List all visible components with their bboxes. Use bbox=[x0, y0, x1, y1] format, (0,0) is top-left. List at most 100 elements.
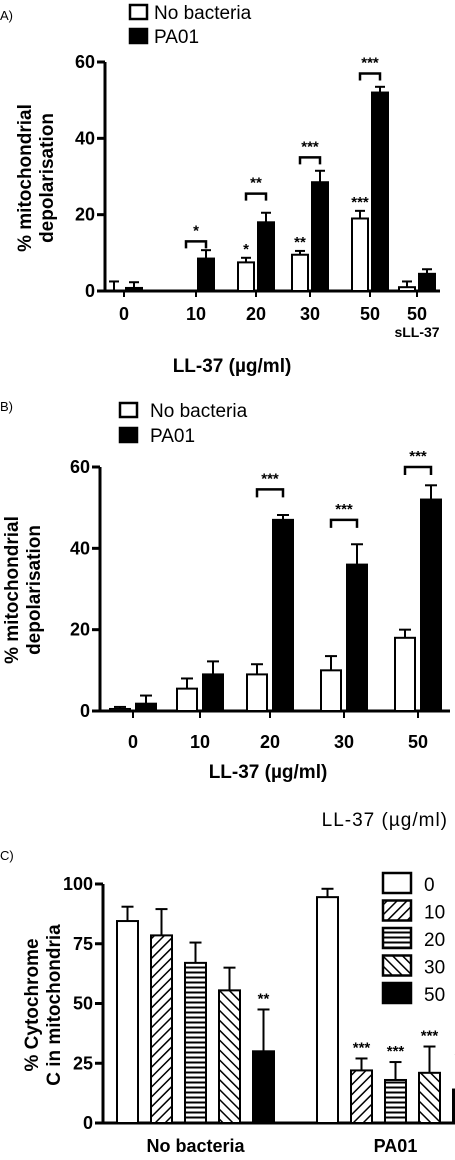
bar bbox=[197, 257, 215, 292]
bar bbox=[150, 934, 173, 1125]
bar bbox=[202, 673, 224, 713]
legend-label: 20 bbox=[424, 930, 445, 951]
x-tick-label: 0 bbox=[128, 732, 138, 752]
significance-bracket bbox=[358, 72, 382, 81]
legend-swatch bbox=[381, 871, 413, 895]
bar bbox=[418, 1071, 441, 1125]
significance-label: * bbox=[193, 222, 199, 239]
x-tick-label: 30 bbox=[334, 732, 354, 752]
x-tick-label: 20 bbox=[246, 304, 266, 324]
significance-label: ** bbox=[294, 234, 306, 251]
legend-title: LL-37 (µg/ml) bbox=[322, 810, 448, 831]
y-axis-label-line: depolarisation bbox=[37, 113, 58, 243]
bar bbox=[125, 286, 143, 292]
x-tick-label: 30 bbox=[300, 304, 320, 324]
bar bbox=[398, 286, 416, 292]
legend-label: PA01 bbox=[150, 426, 195, 447]
x-tick-label: 50 bbox=[360, 304, 380, 324]
significance-bracket bbox=[403, 465, 433, 475]
bar bbox=[350, 1069, 373, 1125]
y-tick-label: 20 bbox=[70, 620, 90, 640]
bar bbox=[176, 687, 198, 713]
legend-label: 30 bbox=[424, 958, 445, 979]
bar bbox=[394, 636, 416, 712]
y-tick-label: 0 bbox=[85, 281, 95, 301]
significance-bracket bbox=[298, 156, 322, 165]
x-axis-label: LL-37 (µg/ml) bbox=[209, 762, 328, 783]
legend-swatch bbox=[118, 401, 139, 419]
legend-swatch bbox=[381, 926, 413, 950]
bar bbox=[291, 253, 309, 293]
bar bbox=[346, 563, 368, 712]
bar bbox=[452, 1088, 455, 1125]
x-tick-label: 10 bbox=[186, 304, 206, 324]
legend-swatch bbox=[381, 981, 413, 1005]
bar bbox=[135, 702, 157, 712]
y-axis-label-line: % mitochondrial bbox=[2, 516, 23, 664]
significance-label: *** bbox=[409, 448, 427, 465]
legend-swatch bbox=[118, 426, 139, 444]
x-axis-label: LL-37 (µg/ml) bbox=[173, 356, 292, 377]
legend-label: 10 bbox=[424, 903, 445, 924]
legend-label: No bacteria bbox=[154, 3, 252, 24]
x-tick-label: 10 bbox=[190, 732, 210, 752]
x-tick-label: PA01 bbox=[374, 1136, 418, 1156]
significance-bracket bbox=[244, 192, 268, 201]
significance-label: ** bbox=[258, 990, 270, 1007]
significance-label: *** bbox=[361, 54, 379, 71]
bar bbox=[257, 221, 275, 292]
bar bbox=[246, 673, 268, 713]
bar bbox=[184, 961, 207, 1124]
legend-label: PA01 bbox=[154, 27, 199, 48]
bar bbox=[311, 181, 329, 293]
y-tick-label: 60 bbox=[70, 457, 90, 477]
bar bbox=[272, 518, 294, 712]
y-tick-label: 40 bbox=[75, 128, 95, 148]
significance-label: *** bbox=[353, 1039, 371, 1056]
significance-bracket bbox=[184, 240, 208, 249]
y-tick-label: 0 bbox=[80, 701, 90, 721]
legend-swatch bbox=[128, 3, 149, 21]
significance-label: *** bbox=[421, 1028, 439, 1045]
panel-label: C) bbox=[0, 848, 14, 863]
x-tick-label: 0 bbox=[119, 304, 129, 324]
panel-label: A) bbox=[0, 8, 13, 23]
y-tick-label: 20 bbox=[75, 205, 95, 225]
significance-label: ** bbox=[250, 175, 262, 192]
x-tick-label: 50 bbox=[407, 304, 427, 324]
y-tick-label: 40 bbox=[70, 538, 90, 558]
significance-label: *** bbox=[335, 501, 353, 518]
significance-bracket bbox=[329, 518, 359, 528]
y-tick-label: 100 bbox=[63, 874, 93, 894]
bar bbox=[351, 217, 369, 293]
bar bbox=[116, 920, 139, 1124]
y-axis-label-line: % mitochondrial bbox=[15, 104, 36, 252]
chart-panel-b: B) % mitochondrialdepolarisation 0 20 40 60 0 1… bbox=[0, 399, 450, 783]
chart-panel-a: A) % mitochondrialdepolarisation 0 20 40 60 0 1… bbox=[0, 3, 440, 377]
x-tick-label: No bacteria bbox=[146, 1136, 245, 1156]
bar bbox=[420, 498, 442, 712]
legend-swatch bbox=[381, 954, 413, 977]
y-axis-label: % mitochondrialdepolarisation bbox=[2, 516, 45, 664]
y-tick-label: 0 bbox=[83, 1113, 93, 1133]
bar bbox=[105, 290, 123, 293]
legend-label: 50 bbox=[424, 985, 445, 1006]
y-tick-label: 75 bbox=[73, 934, 93, 954]
bar bbox=[384, 1078, 407, 1124]
significance-label: *** bbox=[301, 138, 319, 155]
x-tick-label: 50 bbox=[408, 732, 428, 752]
y-axis-label: % mitochondrialdepolarisation bbox=[15, 104, 58, 252]
x-tick-label: 20 bbox=[260, 732, 280, 752]
y-axis-label-line: C in mitochondria bbox=[44, 924, 65, 1086]
legend-swatch bbox=[128, 27, 149, 45]
bar bbox=[418, 272, 436, 293]
bar bbox=[316, 896, 339, 1125]
bar bbox=[371, 91, 389, 292]
panel-label: B) bbox=[0, 399, 13, 414]
significance-label: *** bbox=[261, 470, 279, 487]
legend-label: No bacteria bbox=[150, 401, 248, 422]
chart-panel-c: C) % CytochromeC in mitochondria 0 25 50 75 10… bbox=[0, 810, 455, 1156]
significance-bracket bbox=[255, 488, 285, 498]
bar bbox=[218, 989, 241, 1124]
